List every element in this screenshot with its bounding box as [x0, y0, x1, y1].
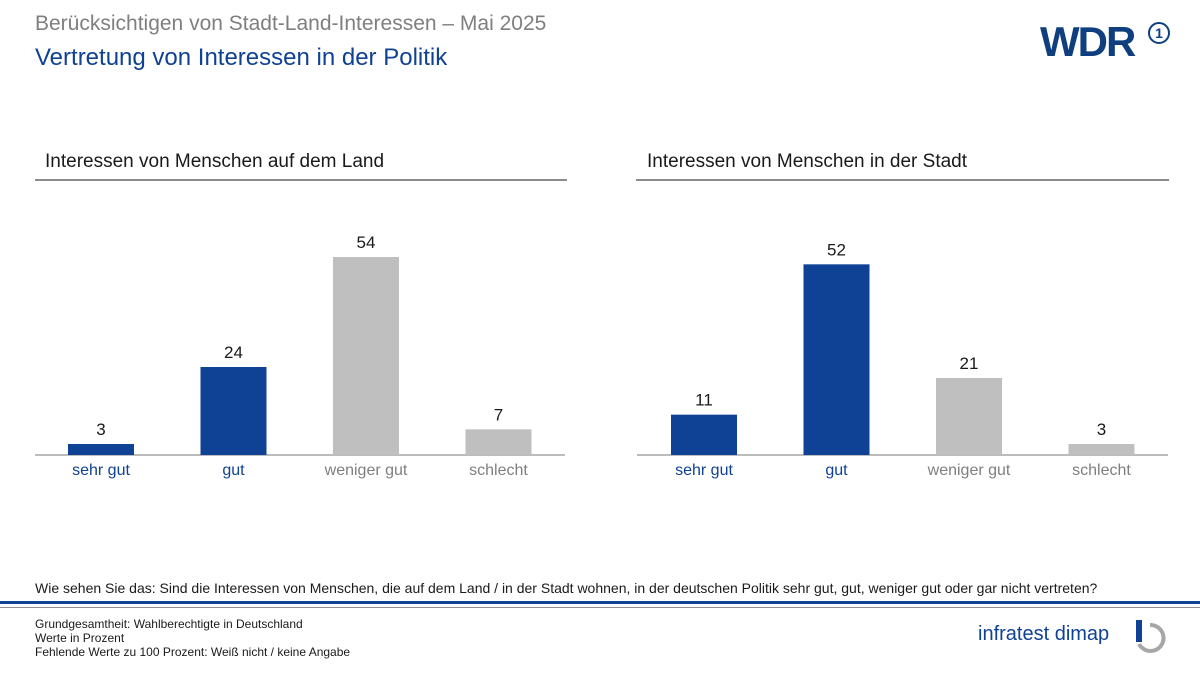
infratest-dimap-logo-text: infratest dimap [978, 623, 1110, 645]
value-label-land-1: 24 [224, 343, 243, 362]
supertitle: Berücksichtigen von Stadt-Land-Interesse… [35, 12, 547, 35]
dimap-mark-icon [1136, 620, 1166, 653]
wdr-logo-text: WDR [1040, 18, 1136, 65]
wdr-logo: WDR 1 [1040, 18, 1170, 65]
chart-title-rule-stadt [636, 179, 1169, 181]
ard-one-icon: 1 [1148, 22, 1170, 44]
category-label-stadt-3: schlecht [1072, 462, 1131, 479]
category-label-stadt-1: gut [825, 462, 848, 479]
bar-stadt-3 [1068, 444, 1135, 455]
value-label-land-2: 54 [357, 233, 376, 252]
footer-rule [0, 601, 1200, 604]
category-label-stadt-2: weniger gut [927, 462, 1011, 479]
value-label-land-3: 7 [494, 405, 503, 424]
value-label-stadt-2: 21 [960, 354, 979, 373]
category-label-land-1: gut [222, 462, 245, 479]
page-title: Vertretung von Interessen in der Politik [35, 44, 448, 71]
value-label-stadt-3: 3 [1097, 420, 1106, 439]
bar-land-3 [465, 429, 532, 455]
bar-land-0 [68, 444, 134, 455]
survey-question: Wie sehen Sie das: Sind die Interessen v… [35, 580, 1098, 596]
footnote-population: Grundgesamtheit: Wahlberechtigte in Deut… [35, 617, 303, 631]
value-label-stadt-0: 11 [695, 391, 713, 410]
bar-land-2 [333, 257, 399, 455]
bar-stadt-0 [671, 414, 737, 455]
value-label-stadt-1: 52 [827, 240, 846, 259]
bar-land-1 [200, 367, 267, 455]
category-label-land-0: sehr gut [72, 462, 130, 479]
category-label-stadt-0: sehr gut [675, 462, 733, 479]
footnote-units: Werte in Prozent [35, 631, 125, 645]
chart-title-land: Interessen von Menschen auf dem Land [45, 151, 385, 172]
footer-rule-thin [0, 607, 1200, 608]
value-label-land-0: 3 [96, 420, 105, 439]
bar-stadt-2 [936, 378, 1002, 455]
category-label-land-2: weniger gut [324, 462, 408, 479]
footnote-missing: Fehlende Werte zu 100 Prozent: Weiß nich… [35, 645, 351, 659]
bar-charts: 3 sehr gut 24 gut 54 weniger gut 7 schlecht 11 se… [35, 233, 1168, 479]
infratest-dimap-logo: infratest dimap [978, 618, 1170, 658]
chart-title-rule-land [35, 179, 567, 181]
category-label-land-3: schlecht [469, 462, 528, 479]
bar-stadt-1 [803, 264, 870, 455]
chart-title-stadt: Interessen von Menschen in der Stadt [647, 151, 968, 172]
